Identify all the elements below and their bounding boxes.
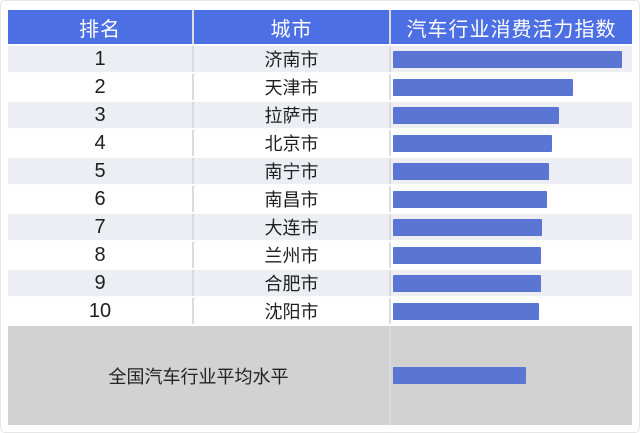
index-bar xyxy=(392,246,542,264)
bar-track xyxy=(392,78,622,96)
index-bar xyxy=(392,50,622,68)
index-cell xyxy=(390,270,632,296)
index-cell xyxy=(390,158,632,184)
index-cell xyxy=(390,242,632,268)
city-cell: 大连市 xyxy=(194,214,391,240)
city-cell: 拉萨市 xyxy=(194,102,391,128)
header-city: 城市 xyxy=(194,10,391,44)
table-row: 2 天津市 xyxy=(8,72,632,100)
index-cell xyxy=(390,298,632,324)
header-rank: 排名 xyxy=(8,10,194,44)
city-ranking-table: 排名 城市 汽车行业消费活力指数 1 济南市 2 天津市 3 拉萨市 xyxy=(8,10,632,425)
index-bar xyxy=(392,106,560,124)
index-bar xyxy=(392,274,541,292)
index-cell xyxy=(390,214,632,240)
rank-cell: 4 xyxy=(8,130,194,156)
table-body: 1 济南市 2 天津市 3 拉萨市 4 北京市 xyxy=(8,44,632,324)
rank-cell: 3 xyxy=(8,102,194,128)
city-cell: 天津市 xyxy=(194,74,391,100)
table-row: 8 兰州市 xyxy=(8,240,632,268)
table-row: 9 合肥市 xyxy=(8,268,632,296)
city-cell: 南宁市 xyxy=(194,158,391,184)
index-bar xyxy=(392,162,550,180)
index-bar xyxy=(392,78,573,96)
table-header-row: 排名 城市 汽车行业消费活力指数 xyxy=(8,10,632,44)
bar-track xyxy=(392,218,622,236)
bar-track xyxy=(392,134,622,152)
table-row: 3 拉萨市 xyxy=(8,100,632,128)
rank-cell: 5 xyxy=(8,158,194,184)
table-row: 5 南宁市 xyxy=(8,156,632,184)
table-row: 1 济南市 xyxy=(8,44,632,72)
rank-cell: 6 xyxy=(8,186,194,212)
index-bar xyxy=(392,302,540,320)
table-row: 10 沈阳市 xyxy=(8,296,632,324)
bar-track xyxy=(393,367,622,384)
bar-track xyxy=(392,274,622,292)
city-cell: 兰州市 xyxy=(194,242,391,268)
rank-cell: 8 xyxy=(8,242,194,268)
index-cell xyxy=(390,102,632,128)
table-row: 7 大连市 xyxy=(8,212,632,240)
index-bar xyxy=(392,134,553,152)
city-cell: 南昌市 xyxy=(194,186,391,212)
rank-cell: 10 xyxy=(8,298,194,324)
table-row: 6 南昌市 xyxy=(8,184,632,212)
header-index: 汽车行业消费活力指数 xyxy=(390,10,632,44)
city-cell: 北京市 xyxy=(194,130,391,156)
summary-index-cell xyxy=(391,326,632,425)
index-cell xyxy=(390,130,632,156)
rank-cell: 7 xyxy=(8,214,194,240)
index-bar xyxy=(392,190,548,208)
rank-cell: 9 xyxy=(8,270,194,296)
city-cell: 沈阳市 xyxy=(194,298,391,324)
city-cell: 合肥市 xyxy=(194,270,391,296)
index-cell xyxy=(390,74,632,100)
summary-index-bar xyxy=(393,367,527,384)
index-bar xyxy=(392,218,543,236)
bar-track xyxy=(392,246,622,264)
bar-track xyxy=(392,190,622,208)
city-cell: 济南市 xyxy=(194,46,391,72)
bar-track xyxy=(392,106,622,124)
summary-row: 全国汽车行业平均水平 xyxy=(8,324,632,425)
rank-cell: 1 xyxy=(8,46,194,72)
index-cell xyxy=(390,186,632,212)
bar-track xyxy=(392,302,622,320)
rank-cell: 2 xyxy=(8,74,194,100)
summary-label: 全国汽车行业平均水平 xyxy=(8,326,391,425)
bar-track xyxy=(392,50,622,68)
table-row: 4 北京市 xyxy=(8,128,632,156)
bar-track xyxy=(392,162,622,180)
index-cell xyxy=(390,46,632,72)
